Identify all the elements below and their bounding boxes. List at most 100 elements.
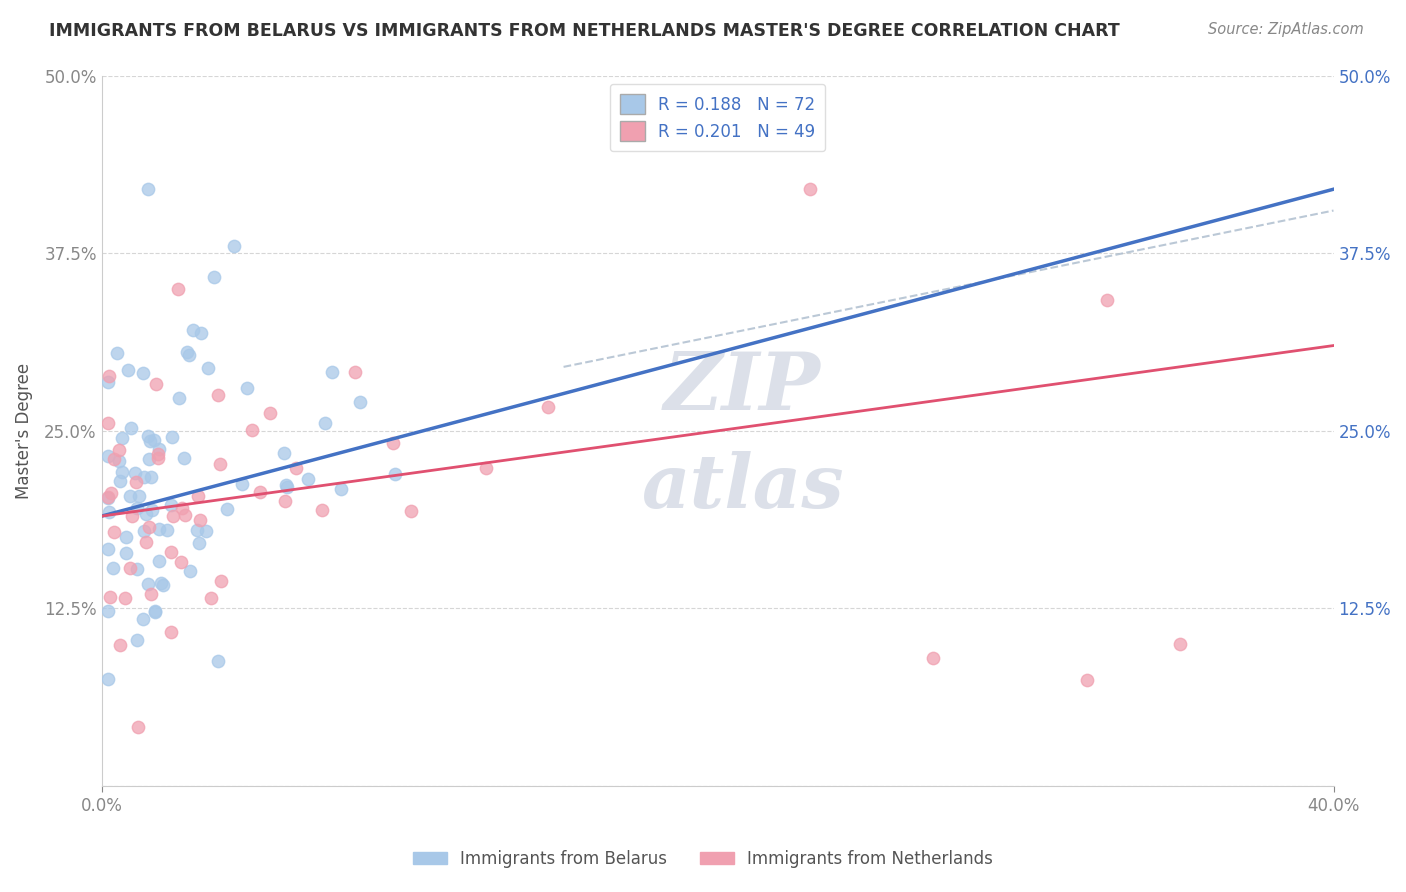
Point (97, 672, 120, 686)
Point (117, 363, 139, 377)
Point (162, 430, 184, 444)
Point (150, 575, 173, 590)
Point (108, 454, 131, 468)
Point (343, 365, 366, 379)
Point (259, 406, 281, 420)
Point (186, 524, 208, 538)
Point (97, 541, 120, 556)
Point (136, 182, 159, 196)
Legend: Immigrants from Belarus, Immigrants from Netherlands: Immigrants from Belarus, Immigrants from… (406, 844, 1000, 875)
Point (97, 605, 120, 619)
Point (108, 638, 131, 652)
Point (276, 480, 298, 494)
Text: atlas: atlas (641, 451, 844, 524)
Point (148, 442, 170, 456)
Point (176, 345, 198, 359)
Point (101, 561, 124, 575)
Point (202, 270, 225, 285)
Point (152, 578, 174, 592)
Point (141, 503, 163, 517)
Point (349, 395, 371, 409)
Point (115, 546, 138, 560)
Point (121, 508, 143, 523)
Point (215, 502, 238, 516)
Point (132, 612, 155, 626)
Point (240, 423, 263, 437)
Point (124, 466, 146, 480)
Point (108, 443, 131, 458)
Point (97, 416, 120, 430)
Point (148, 554, 170, 568)
Point (1076, 673, 1098, 687)
Point (1168, 637, 1191, 651)
Point (103, 452, 125, 467)
Point (173, 451, 195, 466)
Point (276, 478, 298, 492)
Point (132, 524, 155, 539)
Point (160, 625, 183, 640)
Point (142, 433, 165, 447)
Point (105, 346, 128, 360)
Point (174, 508, 197, 522)
Point (321, 365, 343, 379)
Point (111, 432, 134, 446)
Point (97, 490, 120, 504)
Point (188, 535, 211, 549)
Point (249, 484, 271, 499)
Point (114, 591, 136, 605)
Point (799, 182, 821, 196)
Point (384, 467, 406, 481)
Point (159, 545, 181, 559)
Point (285, 460, 308, 475)
Point (134, 470, 156, 484)
Point (330, 482, 353, 496)
Point (131, 367, 153, 381)
Point (145, 377, 167, 392)
Point (197, 360, 219, 375)
Point (187, 489, 209, 503)
Point (179, 564, 201, 578)
Point (125, 475, 148, 489)
Point (146, 450, 169, 465)
Point (127, 632, 149, 647)
Point (138, 451, 160, 466)
Y-axis label: Master's Degree: Master's Degree (15, 363, 32, 499)
Point (136, 576, 159, 591)
Point (209, 574, 232, 588)
Point (97, 491, 120, 505)
Text: Source: ZipAtlas.com: Source: ZipAtlas.com (1208, 22, 1364, 37)
Point (274, 493, 297, 508)
Point (108, 474, 131, 488)
Point (162, 508, 184, 523)
Point (475, 460, 498, 475)
Point (97, 369, 120, 384)
Point (97, 375, 120, 389)
Point (139, 470, 162, 484)
Point (207, 654, 229, 668)
Point (103, 524, 125, 539)
Point (1097, 293, 1119, 307)
Point (143, 605, 166, 619)
Point (190, 326, 212, 340)
Point (127, 720, 149, 734)
Text: ZIP: ZIP (664, 350, 821, 427)
Point (146, 447, 169, 461)
Point (297, 472, 319, 486)
Point (120, 421, 142, 435)
Point (143, 604, 166, 618)
Point (222, 239, 245, 253)
Point (97, 449, 120, 463)
Point (118, 561, 141, 575)
Point (399, 504, 422, 518)
Point (314, 417, 336, 431)
Point (159, 498, 181, 512)
Point (194, 524, 217, 538)
Text: IMMIGRANTS FROM BELARUS VS IMMIGRANTS FROM NETHERLANDS MASTER'S DEGREE CORRELATI: IMMIGRANTS FROM BELARUS VS IMMIGRANTS FR… (49, 22, 1121, 40)
Point (170, 555, 193, 569)
Point (114, 531, 136, 545)
Legend: R = 0.188   N = 72, R = 0.201   N = 49: R = 0.188 N = 72, R = 0.201 N = 49 (610, 84, 825, 151)
Point (98, 590, 121, 604)
Point (170, 501, 193, 516)
Point (200, 591, 222, 605)
Point (311, 502, 333, 516)
